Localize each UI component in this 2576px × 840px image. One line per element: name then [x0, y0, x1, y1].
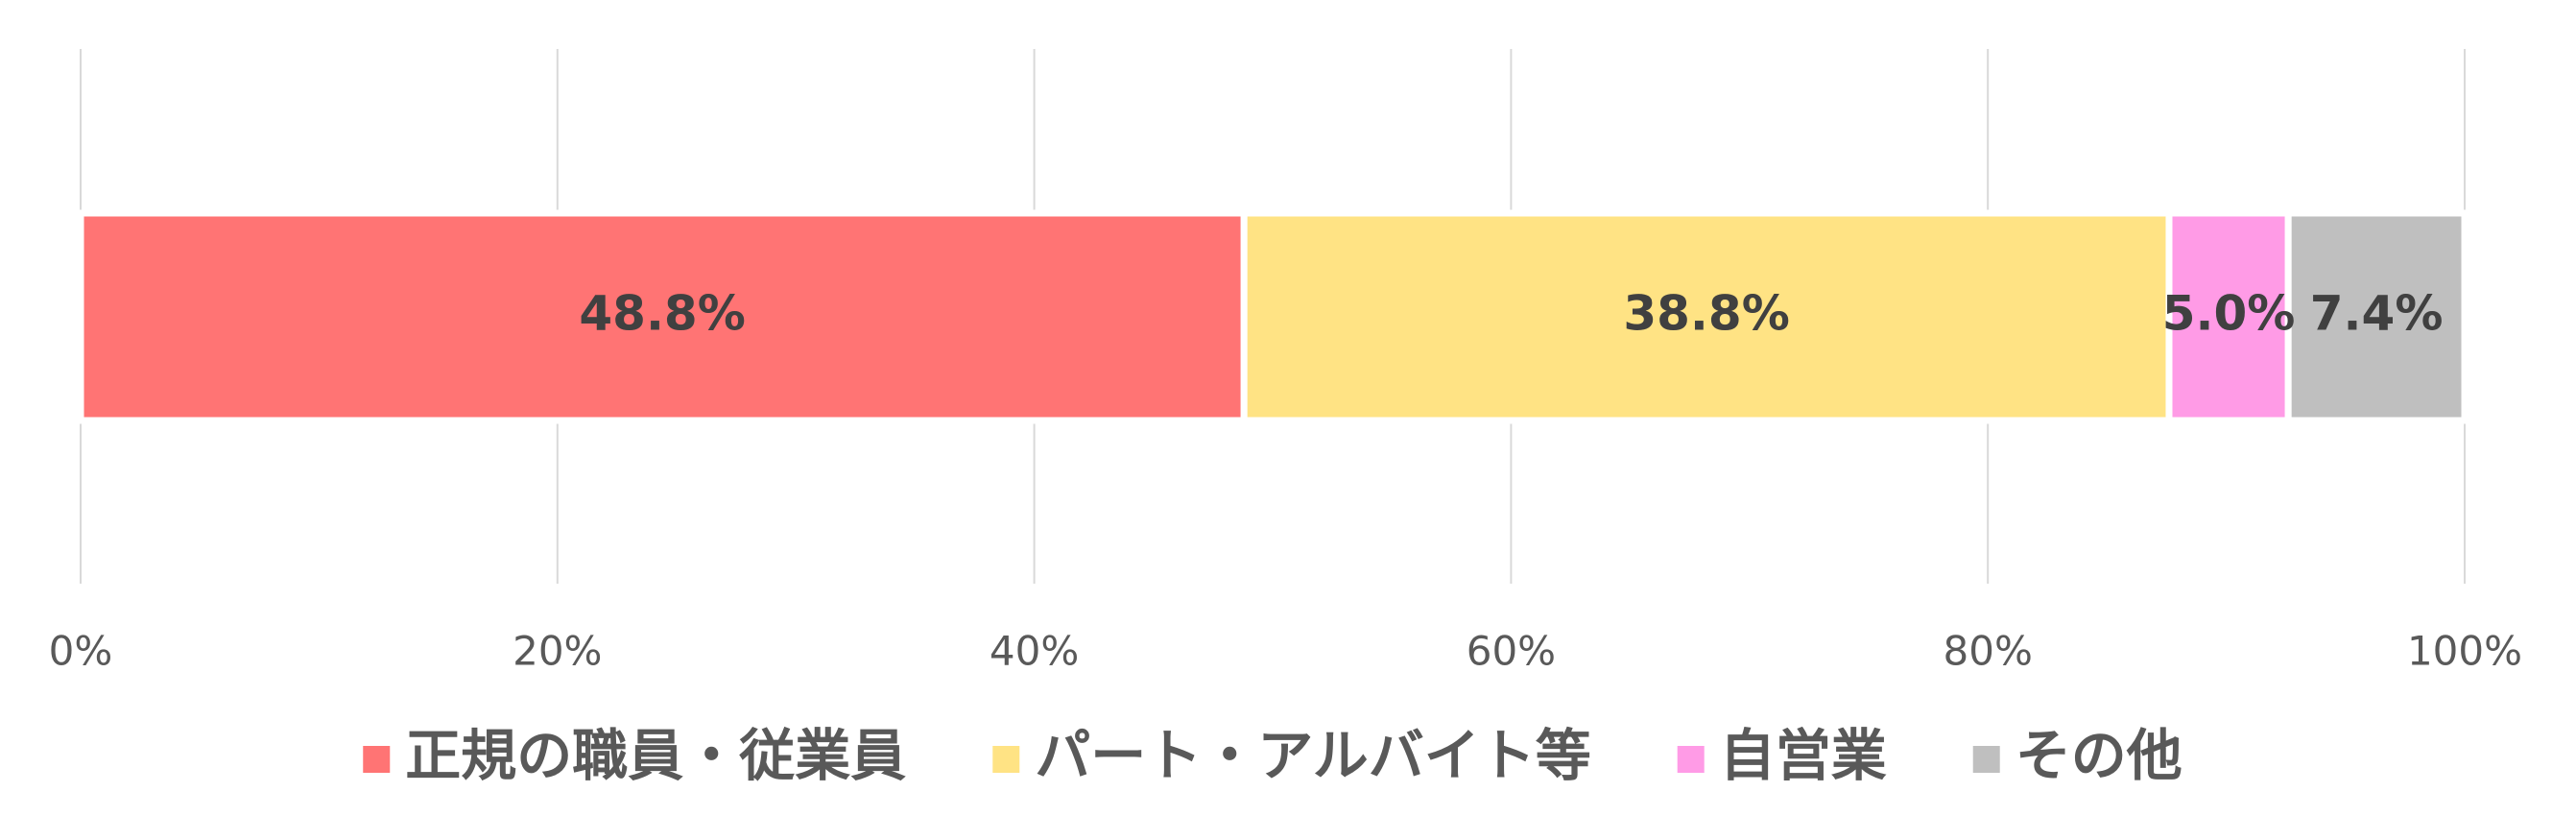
x-tick-label: 20%: [513, 628, 602, 675]
x-tick-label: 60%: [1467, 628, 1556, 675]
legend-swatch: [992, 746, 1020, 773]
labels: 0% 20% 40% 60% 80% 100% 48.8% 38.8% 5.0% 7.4%: [49, 286, 2522, 675]
data-label: 48.8%: [579, 286, 745, 342]
legend-label: その他: [2015, 723, 2182, 788]
x-tick-label: 80%: [1944, 628, 2033, 675]
legend: 正規の職員・従業員 パート・アルバイト等 自営業 その他: [363, 723, 2182, 788]
data-label: 7.4%: [2310, 286, 2444, 342]
bars: [77, 209, 2469, 424]
bar-segment: [1240, 209, 2173, 424]
legend-swatch: [1972, 746, 2000, 773]
x-tick-label: 0%: [49, 628, 113, 675]
data-label: 38.8%: [1623, 286, 1789, 342]
bar-segment: [2165, 209, 2292, 424]
legend-swatch: [1677, 746, 1705, 773]
legend-swatch: [363, 746, 391, 773]
x-tick-label: 100%: [2407, 628, 2522, 675]
legend-label: 自営業: [1720, 723, 1887, 788]
data-label: 5.0%: [2162, 286, 2296, 342]
legend-label: 正規の職員・従業員: [405, 723, 906, 788]
x-tick-label: 40%: [990, 628, 1079, 675]
bar-segment: [2284, 209, 2469, 424]
legend-label: パート・アルバイト等: [1035, 723, 1590, 788]
